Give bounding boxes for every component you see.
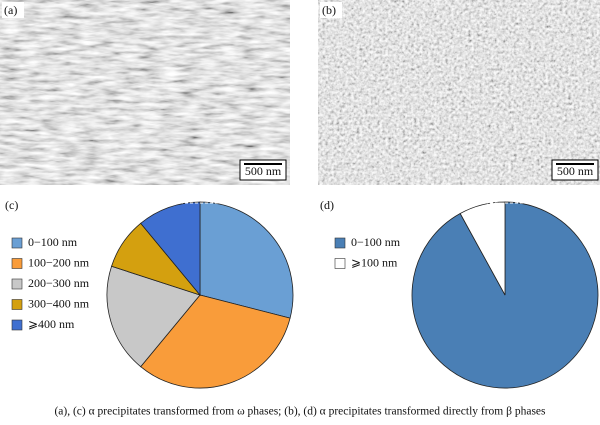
panel-label: (a)	[4, 3, 17, 17]
scale-label: 500 nm	[245, 164, 282, 178]
legend-swatch	[11, 237, 23, 249]
legend-label: ⩾100 nm	[351, 255, 398, 269]
pie-slice	[459, 201, 506, 296]
micrograph-b	[318, 0, 600, 185]
micrograph-a	[0, 0, 290, 185]
legend-label: ⩾400 nm	[28, 317, 75, 331]
legend-swatch	[11, 299, 23, 310]
caption: (a), (c) α precipitates transformed from…	[54, 406, 546, 418]
panel-label: (c)	[5, 198, 18, 212]
legend-label: 300−400 nm	[28, 296, 90, 310]
pie-slice	[140, 201, 201, 297]
legend-label: 100−200 nm	[28, 255, 90, 269]
panel-label: (b)	[322, 3, 336, 17]
legend-swatch	[334, 258, 346, 269]
panel-label: (d)	[320, 198, 334, 212]
legend-swatch	[11, 258, 23, 269]
legend-swatch	[334, 237, 346, 249]
pie-slice	[140, 294, 291, 389]
legend-swatch	[11, 278, 23, 290]
pie-slice	[106, 265, 201, 368]
legend-swatch	[11, 319, 23, 331]
label-box	[320, 2, 342, 18]
label-box	[2, 2, 24, 18]
pie-slice	[199, 201, 294, 319]
legend-label: 200−300 nm	[28, 276, 90, 290]
legend-label: 0−100 nm	[28, 235, 78, 249]
scale-label: 500 nm	[557, 164, 594, 178]
legend-label: 0−100 nm	[351, 235, 401, 249]
